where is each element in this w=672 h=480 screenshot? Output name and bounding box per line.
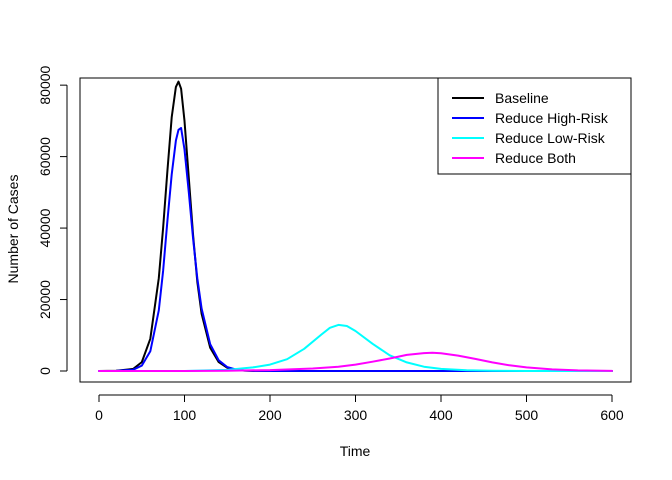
x-tick-label: 400: [429, 407, 453, 423]
y-tick-label: 0: [37, 367, 53, 375]
legend-label: Reduce Low-Risk: [495, 130, 606, 146]
y-tick-label: 80000: [37, 65, 53, 104]
legend-label: Reduce Both: [495, 150, 576, 166]
x-tick-label: 600: [600, 407, 624, 423]
y-axis-label: Number of Cases: [5, 175, 21, 284]
y-axis: 0 20000 40000 60000 80000: [37, 65, 68, 375]
x-tick-label: 200: [258, 407, 282, 423]
legend-label: Reduce High-Risk: [495, 110, 609, 126]
series-line: [98, 323, 613, 372]
x-axis: 0 100 200 300 400 500 600: [95, 394, 624, 423]
legend: Baseline Reduce High-Risk Reduce Low-Risk R…: [437, 77, 632, 175]
y-tick-label: 40000: [37, 208, 53, 247]
y-tick-label: 60000: [37, 137, 53, 176]
legend-label: Baseline: [495, 90, 549, 106]
plot-frame: [79, 77, 632, 383]
x-tick-label: 300: [344, 407, 368, 423]
series-layer: [98, 80, 613, 372]
y-tick-label: 20000: [37, 280, 53, 319]
series-line: [98, 127, 613, 372]
x-tick-label: 500: [515, 407, 539, 423]
x-tick-label: 100: [173, 407, 197, 423]
x-axis-label: Time: [340, 443, 371, 459]
series-line: [98, 351, 613, 372]
x-tick-label: 0: [95, 407, 103, 423]
